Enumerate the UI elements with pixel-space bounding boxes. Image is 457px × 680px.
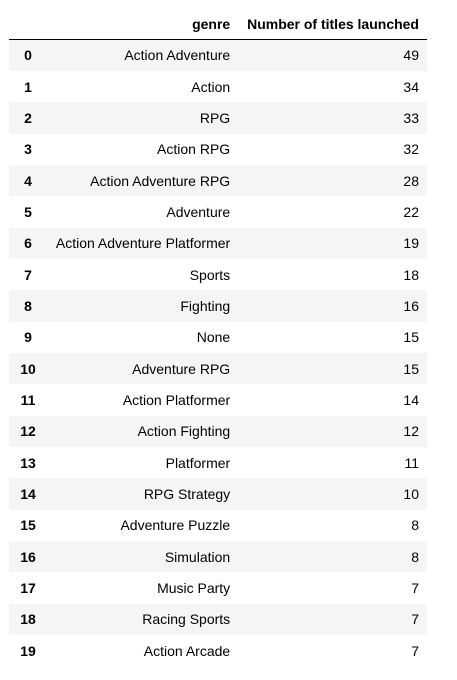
genre-cell: Action Adventure Platformer [55,235,231,252]
titles-count-cell: 32 [403,141,419,158]
table-row: 17 Music Party 7 [9,572,427,604]
genre-count-table: genre Number of titles launched 0 Action … [9,9,427,667]
table-row: 18 Racing Sports 7 [9,603,427,636]
genre-cell: Music Party [157,580,231,597]
titles-count-cell: 10 [403,485,419,502]
table-row: 3 Action RPG 32 [9,133,427,165]
table-row: 11 Action Platformer 14 [9,384,427,416]
row-index: 19 [20,642,36,659]
genre-cell: Platformer [165,454,231,471]
row-index: 13 [20,454,36,471]
row-index: 12 [20,423,36,440]
table-row: 10 Adventure RPG 15 [9,352,427,385]
titles-count-cell: 34 [403,78,419,95]
row-index: 0 [24,47,32,64]
titles-count-cell: 16 [403,297,419,314]
genre-cell: RPG Strategy [143,485,231,502]
column-header-count: Number of titles launched [238,9,427,40]
row-index: 14 [20,485,36,502]
row-index: 8 [24,297,32,314]
titles-count-cell: 22 [403,203,419,220]
row-index: 6 [24,235,32,252]
genre-cell: Action Fighting [137,423,231,440]
table-header: genre Number of titles launched [9,9,427,40]
table-row: 14 RPG Strategy 10 [9,478,427,510]
table-row: 8 Fighting 16 [9,290,427,322]
row-index: 11 [20,391,36,408]
genre-cell: Action RPG [157,141,231,158]
titles-count-cell: 11 [404,454,419,471]
titles-count-cell: 14 [403,391,419,408]
titles-count-cell: 33 [403,109,419,126]
table-body: 0 Action Adventure 49 1 Action 34 2 RPG 33 3 Actio… [9,39,427,667]
genre-cell: Fighting [180,297,231,314]
genre-cell: Adventure [166,203,231,220]
row-index: 10 [20,360,36,377]
row-index: 2 [24,109,32,126]
row-index: 18 [20,611,36,628]
table-row: 13 Platformer 11 [9,446,427,479]
genre-cell: None [196,329,231,346]
column-header-genre: genre [47,9,239,40]
table-row: 16 Simulation 8 [9,541,427,573]
genre-cell: Action Adventure RPG [90,172,231,189]
table-row: 9 None 15 [9,321,427,353]
row-index: 17 [20,580,36,597]
row-index: 16 [20,548,36,565]
table-row: 2 RPG 33 [9,102,427,134]
row-index: 1 [24,78,32,95]
row-index: 5 [24,203,32,220]
table-row: 0 Action Adventure 49 [9,39,427,71]
titles-count-cell: 18 [403,266,419,283]
titles-count-cell: 7 [411,611,419,628]
table-row: 19 Action Arcade 7 [9,635,427,667]
titles-count-cell: 15 [403,360,419,377]
titles-count-cell: 15 [403,329,419,346]
titles-count-cell: 19 [403,235,419,252]
titles-count-cell: 8 [411,517,419,534]
table-row: 12 Action Fighting 12 [9,415,427,447]
table-row: 7 Sports 18 [9,258,427,291]
row-index: 4 [24,172,32,189]
titles-count-cell: 7 [411,580,419,597]
genre-cell: Adventure RPG [132,360,231,377]
genre-cell: Action Arcade [143,642,231,659]
row-index: 15 [20,517,36,534]
titles-count-cell: 28 [403,172,419,189]
titles-count-cell: 7 [411,642,419,659]
table-row: 15 Adventure Puzzle 8 [9,509,427,541]
genre-cell: Action Adventure [124,47,231,64]
header-row: genre Number of titles launched [9,9,427,40]
genre-cell: Action Platformer [122,391,231,408]
index-header [9,9,47,40]
table-row: 5 Adventure 22 [9,196,427,228]
genre-cell: Adventure Puzzle [120,517,231,534]
genre-cell: RPG [199,109,231,126]
genre-cell: Racing Sports [142,611,231,628]
titles-count-cell: 12 [403,423,419,440]
genre-cell: Sports [189,266,231,283]
table-row: 4 Action Adventure RPG 28 [9,164,427,197]
titles-count-cell: 8 [411,548,419,565]
table-row: 6 Action Adventure Platformer 19 [9,227,427,259]
row-index: 3 [24,141,32,158]
genre-cell: Action [191,78,231,95]
table-row: 1 Action 34 [9,70,427,103]
row-index: 7 [24,266,32,283]
row-index: 9 [24,329,32,346]
genre-cell: Simulation [164,548,231,565]
titles-count-cell: 49 [403,47,419,64]
